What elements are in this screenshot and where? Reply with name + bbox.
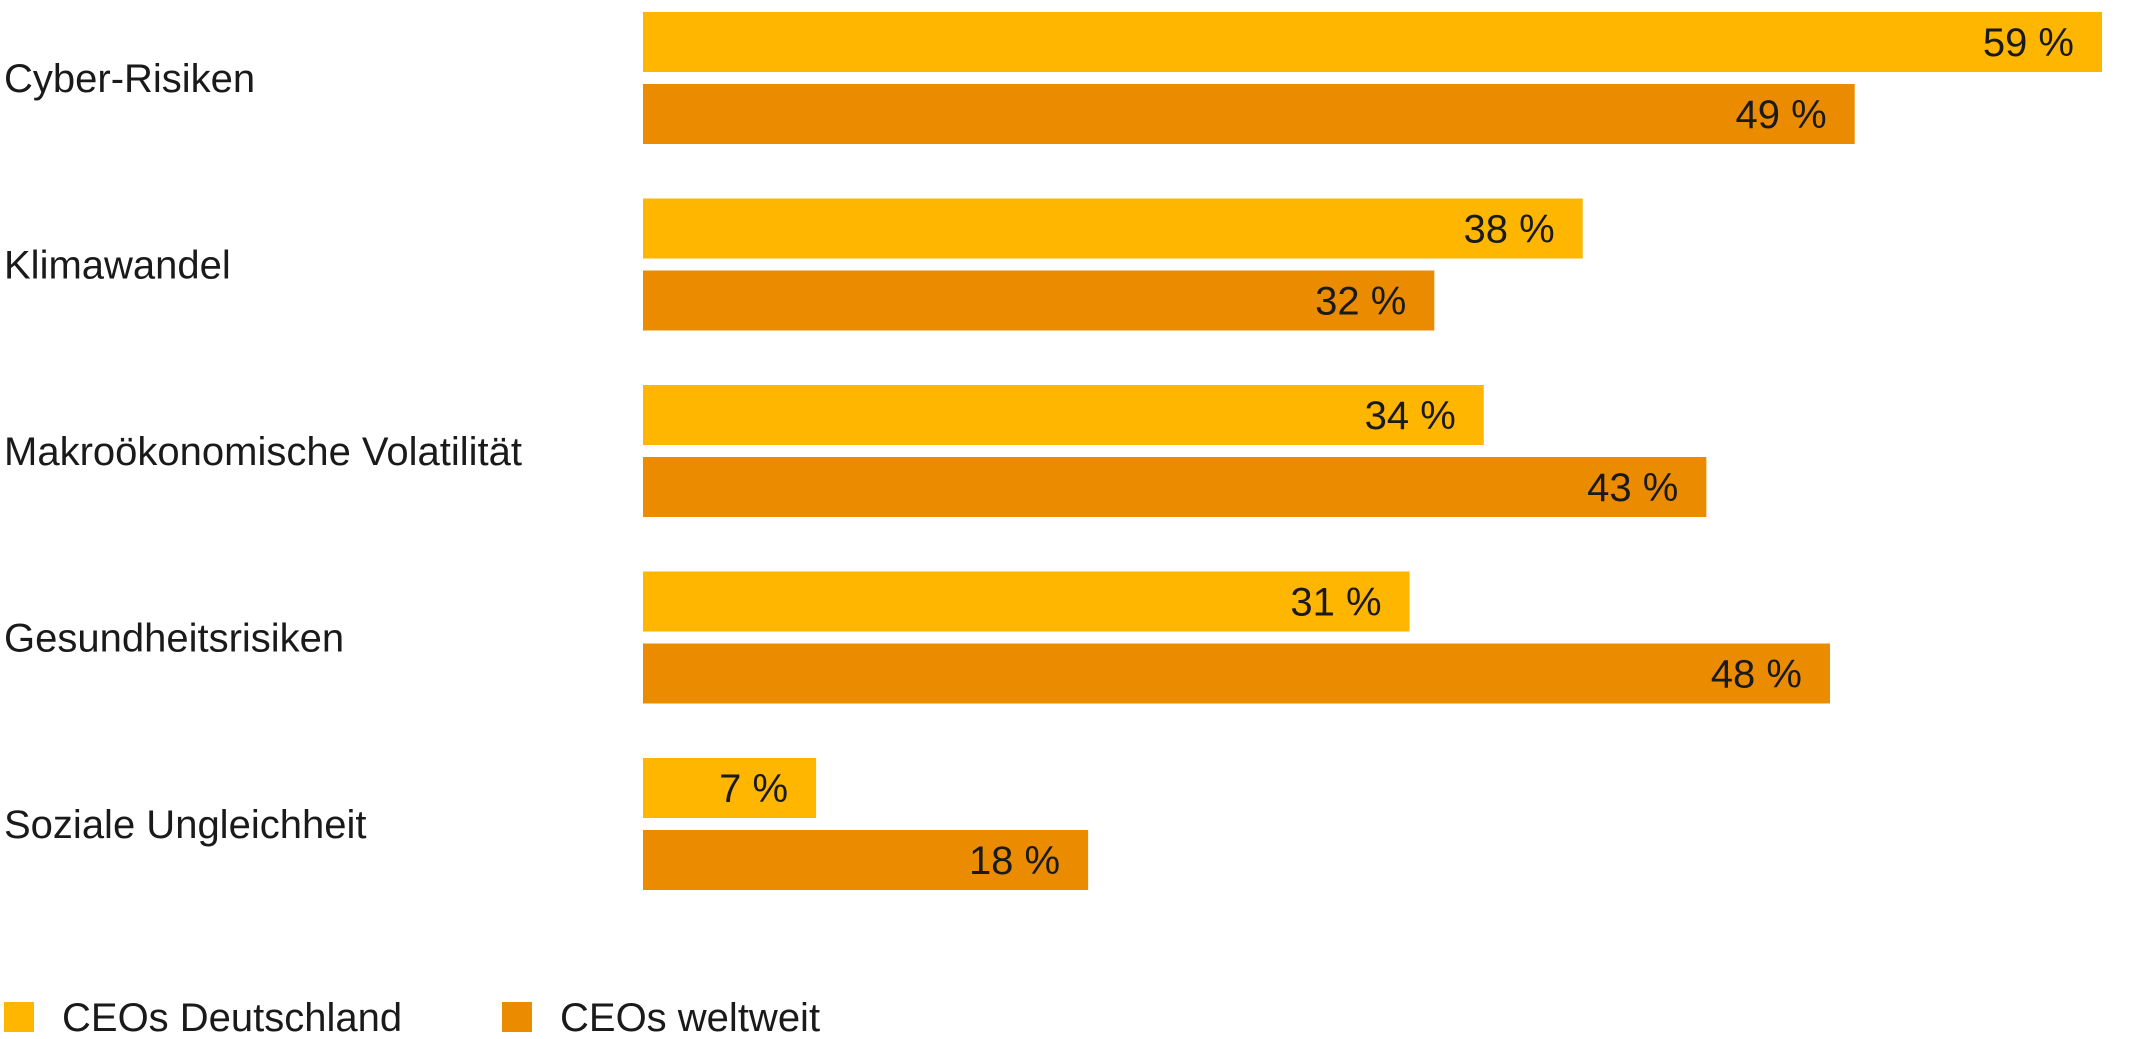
value-label: 49 % [1736,93,1827,137]
legend-swatch [4,1002,34,1032]
bar-deutschland [643,12,2102,72]
bar-deutschland [643,385,1484,445]
value-label: 59 % [1983,21,2074,65]
value-label: 38 % [1464,208,1555,252]
value-label: 34 % [1365,394,1456,438]
bar-weltweit [643,457,1707,517]
value-label: 48 % [1711,653,1802,697]
category-label: Makroökonomische Volatilität [4,430,522,474]
legend: CEOs Deutschland CEOs weltweit [4,996,820,1039]
bar-deutschland [643,198,1583,259]
category-label: Soziale Ungleichheit [4,803,366,847]
legend-swatch [502,1002,532,1032]
bars [643,12,2102,890]
bar-deutschland [643,571,1410,632]
bar-weltweit [643,830,1089,890]
value-label: 31 % [1290,581,1381,625]
legend-label: CEOs Deutschland [62,996,402,1039]
bar-weltweit [643,270,1435,331]
value-label: 18 % [969,839,1060,883]
legend-label: CEOs weltweit [560,996,820,1039]
category-label: Klimawandel [4,244,231,288]
category-label: Gesundheitsrisiken [4,617,344,661]
value-label: 32 % [1315,280,1406,324]
value-label: 43 % [1587,466,1678,510]
value-label: 7 % [719,767,788,811]
value-labels: 59 % 49 % 38 % 32 % 34 % 43 % 31 % 48 % 7 % 18 % [719,21,2074,883]
bar-deutschland [643,758,817,818]
bar-weltweit [643,643,1830,704]
category-labels: Cyber-Risiken Klimawandel Makroökonomische… [4,57,522,847]
category-label: Cyber-Risiken [4,57,255,101]
bar-weltweit [643,84,1855,144]
